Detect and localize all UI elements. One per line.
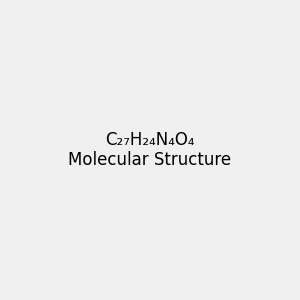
Text: C₂₇H₂₄N₄O₄
Molecular Structure: C₂₇H₂₄N₄O₄ Molecular Structure: [68, 130, 232, 170]
